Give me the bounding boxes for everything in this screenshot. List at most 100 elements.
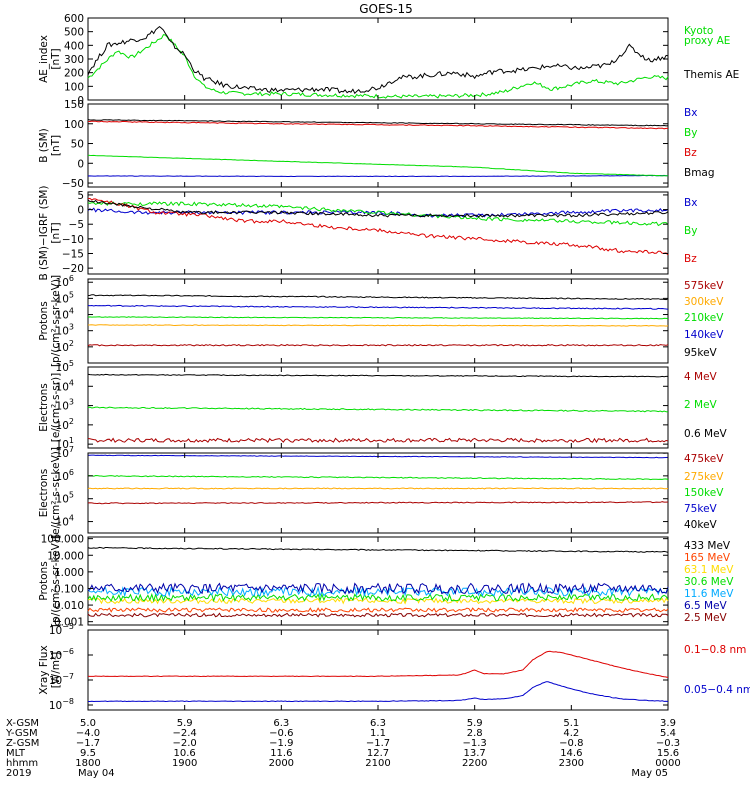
x-axis-cell: 3.9	[660, 718, 676, 729]
x-axis-cell: 2000	[269, 758, 294, 769]
series-line	[88, 681, 669, 703]
legend-entry: Bx	[684, 107, 697, 119]
x-axis-cell: 11.6	[270, 748, 292, 759]
series-line	[87, 546, 669, 553]
x-axis-cell: 13.7	[464, 748, 486, 759]
series-line	[87, 612, 669, 618]
x-axis-cell: May 05	[631, 768, 668, 779]
x-axis-row-label: 2019	[6, 768, 31, 779]
x-axis-cell: 2.8	[467, 728, 483, 739]
x-axis-cell: −1.3	[463, 738, 487, 749]
x-axis-cell: 1900	[172, 758, 197, 769]
y-tick-label: 102	[56, 417, 74, 432]
series-line	[87, 487, 669, 490]
series-line	[87, 316, 669, 320]
x-axis-row-label: hhmm	[6, 758, 38, 769]
x-axis-cell: 9.5	[80, 748, 96, 759]
y-tick-label: −20	[62, 263, 84, 275]
series-line	[87, 585, 669, 598]
series-line	[87, 650, 669, 678]
x-axis-cell: 6.3	[370, 718, 386, 729]
x-axis-row-label: Z-GSM	[6, 738, 39, 749]
x-axis-cell: 5.9	[177, 718, 193, 729]
x-axis-cell: −1.7	[366, 738, 390, 749]
series-line	[87, 199, 669, 218]
legend-entry: 0.1−0.8 nm	[684, 644, 746, 656]
series-line	[87, 437, 669, 444]
panel-stack: 0100200300400500600AE_index[nT]Kyotoprox…	[38, 13, 750, 712]
legend-entry: 433 MeV	[684, 540, 731, 552]
x-axis-cell: 2200	[462, 758, 487, 769]
x-axis-cell: 0000	[655, 758, 680, 769]
y-tick-label: 5	[77, 190, 84, 202]
panel-frame	[87, 17, 669, 101]
y-axis-label: AE_index[nT]	[38, 35, 62, 83]
series-line	[87, 197, 669, 256]
legend-entry: 150keV	[684, 487, 724, 499]
x-axis-cell: −0.3	[656, 738, 680, 749]
series-line	[87, 373, 668, 378]
y-axis-label: Protons[p/(cm²-s-sr-keV)]	[38, 535, 62, 627]
x-axis-table: X-GSMY-GSMZ-GSMMLThhmm20195.0−4.0−1.79.5…	[5, 718, 681, 779]
panel-8: 10−8 10−7 10−6 10−5 Xray Flux[W/m²] 0.1−0.8 n…	[38, 622, 750, 712]
legend-entry: 2 MeV	[684, 399, 718, 411]
legend-entry: 40keV	[684, 519, 718, 531]
x-axis-cell: 4.2	[563, 728, 579, 739]
y-tick-label: 0	[77, 158, 84, 170]
x-axis-cell: −4.0	[76, 728, 100, 739]
series-line	[87, 597, 669, 605]
y-tick-label: 600	[64, 13, 84, 25]
series-line	[87, 294, 669, 301]
legend-entry: 0.6 MeV	[684, 428, 728, 440]
legend-entry: 4 MeV	[684, 371, 718, 383]
y-tick-label: 10−6	[49, 647, 74, 662]
legend-entry: Bz	[684, 147, 697, 159]
series-line	[87, 25, 669, 95]
y-tick-label: 150	[64, 99, 84, 111]
legend-entry: 95keV	[684, 347, 718, 359]
y-tick-label: 105	[56, 491, 74, 506]
series-line	[87, 304, 669, 310]
series-line	[87, 406, 669, 413]
panel-frame	[87, 629, 669, 711]
panel-frame	[87, 191, 669, 275]
y-tick-label: 104	[56, 514, 74, 529]
y-tick-label: 104	[56, 378, 74, 393]
panel-frame	[87, 452, 669, 534]
series-line	[87, 582, 669, 595]
legend-entry: Themis AE	[683, 69, 739, 81]
x-axis-row-label: MLT	[6, 748, 26, 759]
chart-title: GOES-15	[359, 2, 413, 16]
series-line	[87, 592, 669, 603]
x-axis-cell: 15.6	[657, 748, 679, 759]
y-tick-label: −15	[62, 249, 84, 261]
x-axis-row-label: Y-GSM	[5, 728, 38, 739]
y-tick-label: 102	[56, 339, 74, 354]
legend-entry: proxy AE	[684, 35, 730, 47]
y-tick-label: 104	[56, 307, 74, 322]
legend-entry: Kyoto	[684, 25, 713, 37]
series-line	[87, 154, 668, 177]
y-tick-label: 50	[71, 139, 84, 151]
legend-entry: By	[684, 225, 697, 237]
legend-entry: 140keV	[684, 329, 724, 341]
panel-7: 0.001 0.010 0.100 1.000 10.000 100.000Protons…	[38, 534, 734, 629]
y-tick-label: 105	[56, 359, 74, 374]
legend-entry: Bx	[684, 197, 697, 209]
y-tick-label: 500	[64, 27, 84, 39]
y-tick-label: 1.000	[54, 567, 84, 579]
y-axis-label: Protons[p/(cm²-s-sr-keV)]	[38, 275, 62, 367]
legend-entry: 275keV	[684, 471, 724, 483]
x-axis-cell: 14.6	[560, 748, 582, 759]
x-axis-cell: 5.4	[660, 728, 676, 739]
y-tick-label: 10.000	[47, 550, 84, 562]
series-line	[87, 119, 669, 127]
panel-3: −20 −15 −10 −5 0 5 B (SM)−IGRF (SM)[nT] Bx By Bz	[38, 185, 697, 280]
series-line	[87, 607, 669, 613]
y-tick-label: −5	[69, 219, 84, 231]
y-tick-label: 0.010	[54, 600, 84, 612]
legend-entry: 575keV	[684, 280, 724, 292]
